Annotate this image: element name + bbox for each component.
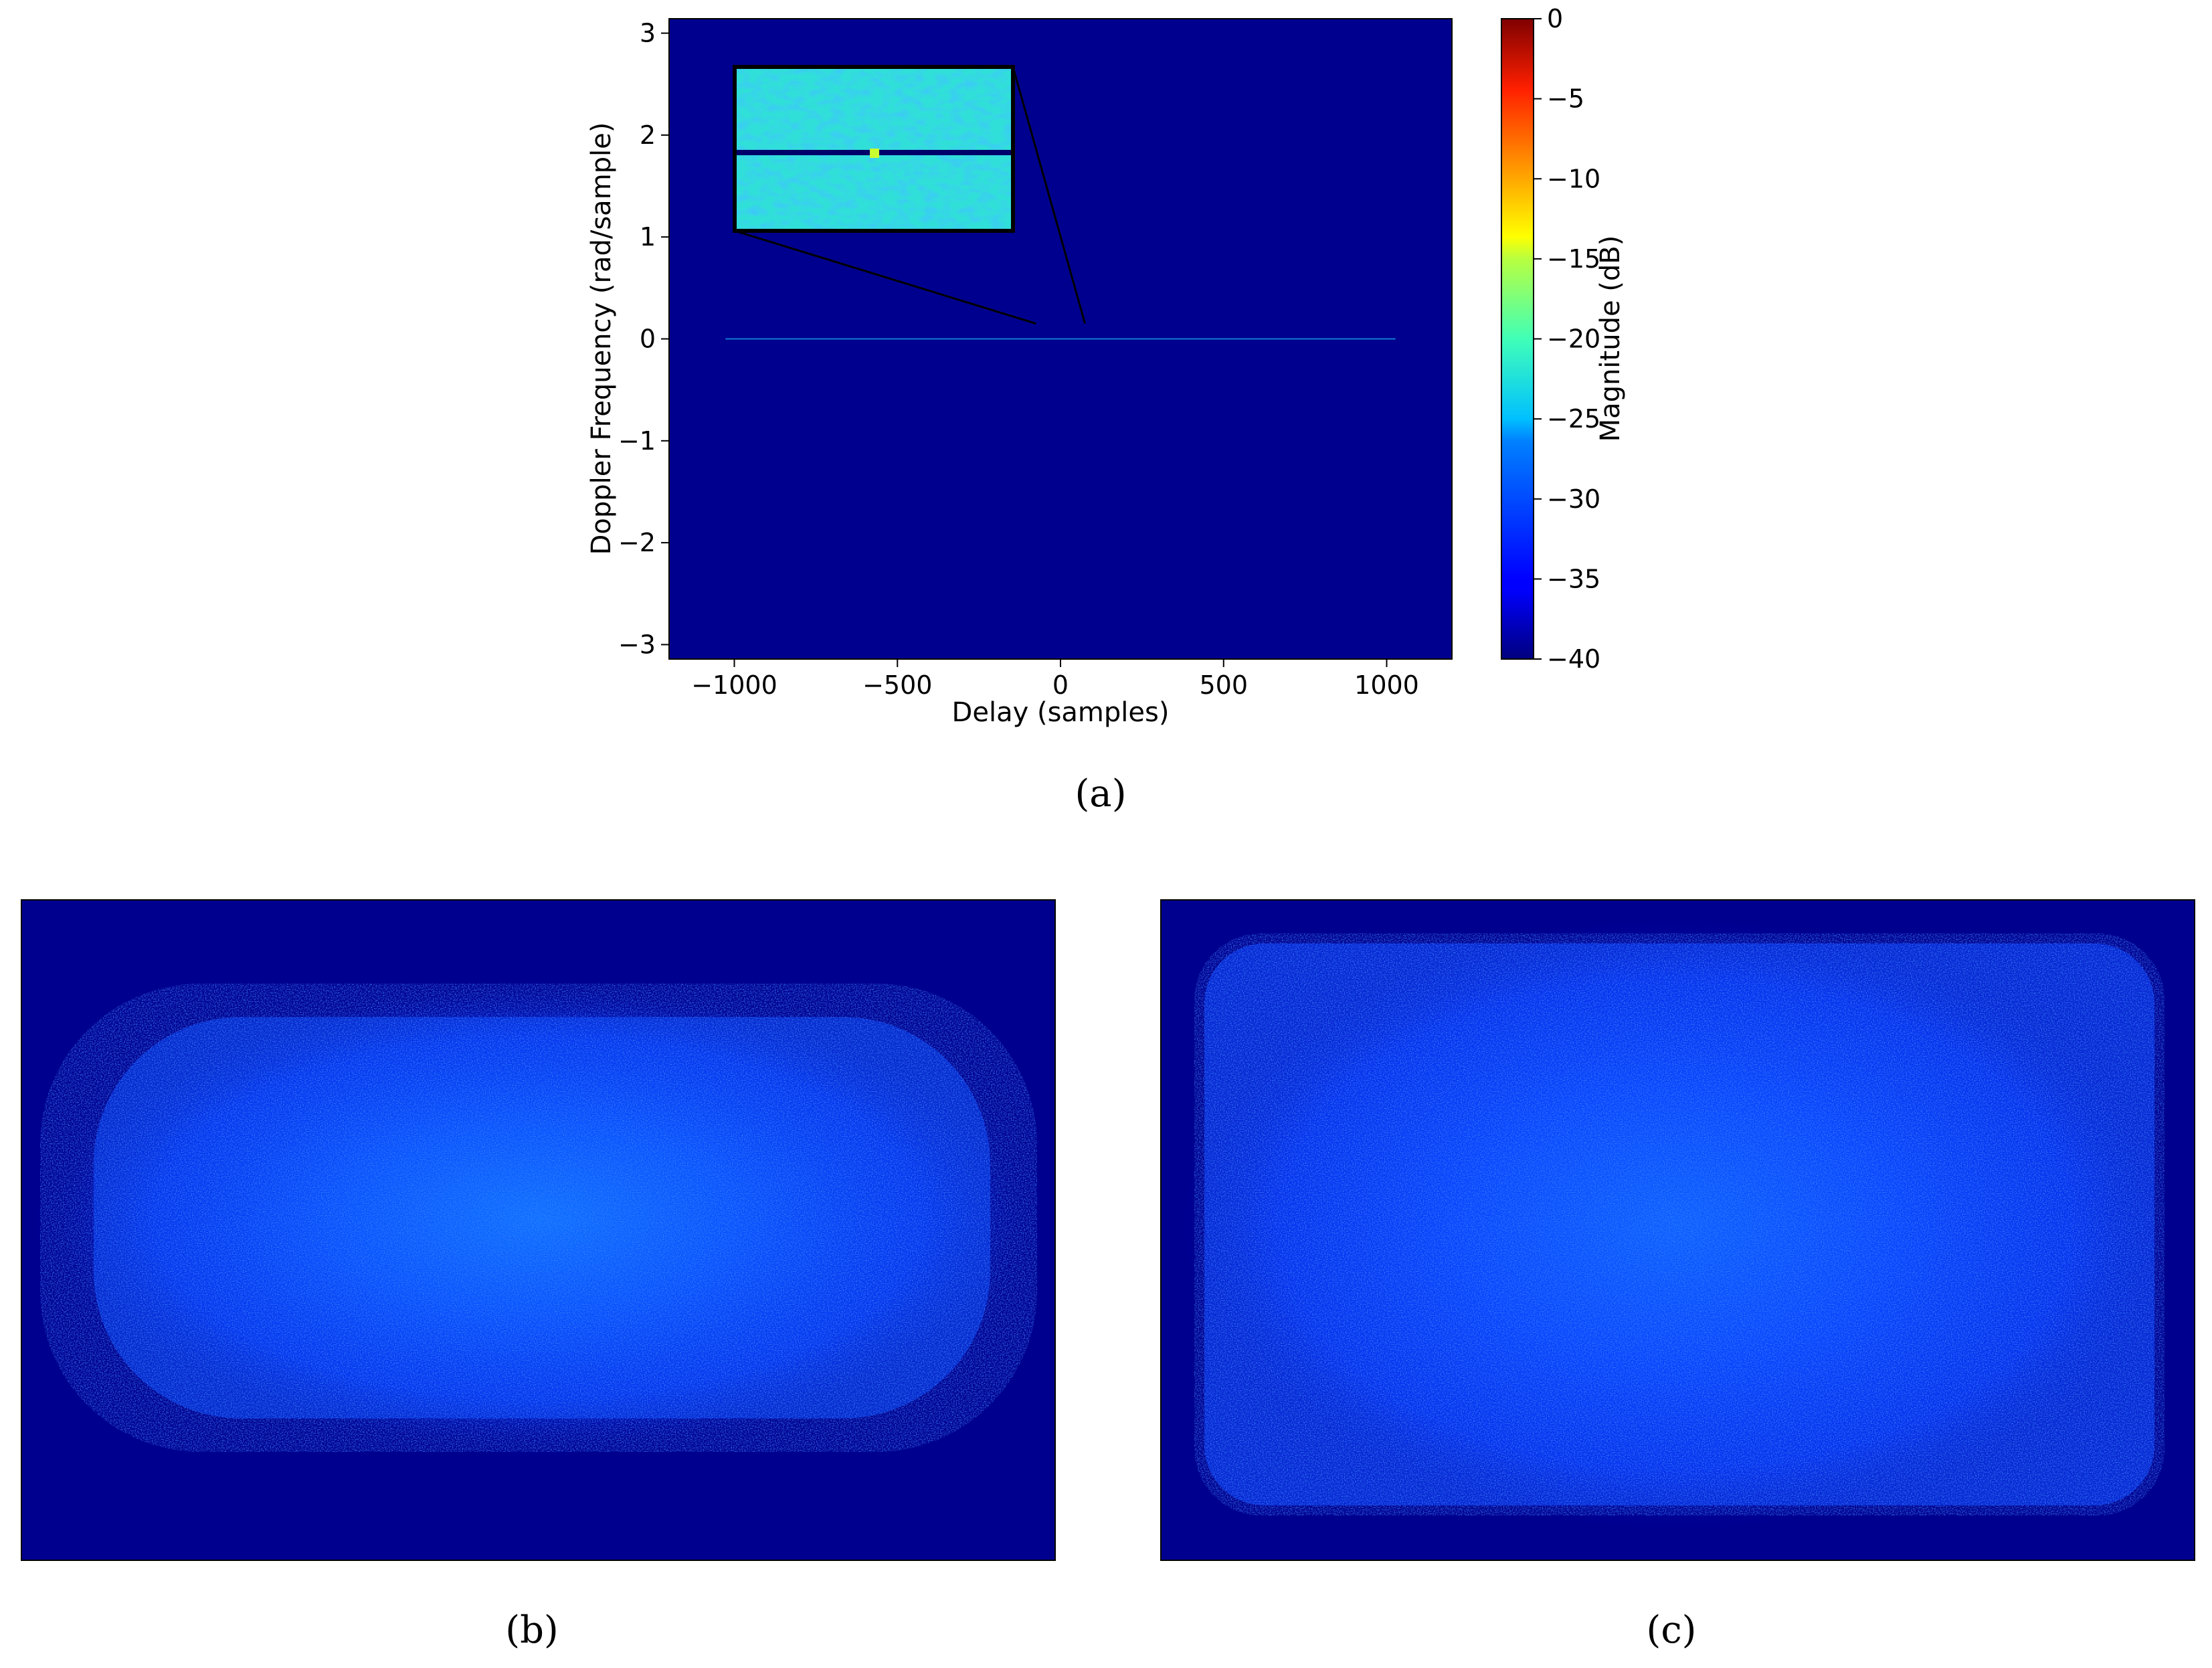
- colorbar-tick-label: 0: [1547, 4, 1563, 33]
- colorbar: 0 −5 −10 −15 −20 −25 −30 −35 −40 Magnitude (dB): [1501, 4, 1626, 674]
- y-tick-label: −3: [618, 630, 656, 659]
- y-tick-label: 1: [640, 222, 656, 252]
- heatmap-c-texture: [1194, 933, 2164, 1515]
- colorbar-tick-label: −15: [1547, 244, 1600, 274]
- y-tick-label: 2: [640, 120, 656, 150]
- x-tick-label: 0: [1052, 670, 1069, 700]
- panel-label-a: (a): [1075, 772, 1126, 816]
- heatmap-b-texture: [40, 984, 1037, 1452]
- x-tick-label: 500: [1199, 670, 1248, 700]
- panel-c: (c): [1160, 899, 2195, 1652]
- y-axis-label: Doppler Frequency (rad/sample): [586, 122, 617, 555]
- x-axis-a: −1000 −500 0 500 1000: [691, 659, 1419, 700]
- plot-frame-c: [1160, 899, 2195, 1561]
- connector-line-top: [1012, 66, 1087, 325]
- x-tick-label: −500: [862, 670, 932, 700]
- x-tick-label: −1000: [691, 670, 777, 700]
- colorbar-label: Magnitude (dB): [1595, 236, 1626, 442]
- colorbar-gradient: [1501, 19, 1534, 659]
- colorbar-tick-label: −35: [1547, 564, 1600, 593]
- panel-label-c: (c): [1646, 1608, 1696, 1652]
- zoom-inset: [733, 65, 1015, 233]
- colorbar-tick-label: −20: [1547, 325, 1600, 354]
- plot-frame-b: [21, 899, 1056, 1561]
- y-tick-label: 0: [640, 325, 656, 354]
- y-tick-label: −1: [618, 426, 656, 456]
- connector-line-bottom: [734, 229, 1036, 325]
- y-tick-label: 3: [640, 19, 656, 48]
- colorbar-tick-label: −30: [1547, 484, 1600, 514]
- colorbar-tick-label: −5: [1547, 84, 1584, 114]
- zoom-inset-group: [733, 65, 1087, 325]
- colorbar-tick-label: −10: [1547, 164, 1600, 193]
- panel-label-b: (b): [505, 1608, 559, 1652]
- heatmap-c: [1161, 900, 2195, 1560]
- zoom-inset-frame: [733, 65, 1015, 233]
- colorbar-tick-label: −40: [1547, 644, 1600, 674]
- heatmap-b: [21, 900, 1055, 1560]
- panel-b: (b): [21, 899, 1056, 1652]
- y-axis-a: −3 −2 −1 0 1 2 3: [618, 19, 669, 659]
- zoom-inset-peak: [870, 149, 879, 158]
- colorbar-tick-label: −25: [1547, 404, 1600, 434]
- colorbar-ticks: 0 −5 −10 −15 −20 −25 −30 −35 −40: [1534, 4, 1600, 674]
- x-tick-label: 1000: [1354, 670, 1419, 700]
- y-tick-label: −2: [618, 528, 656, 557]
- x-axis-label: Delay (samples): [952, 697, 1170, 728]
